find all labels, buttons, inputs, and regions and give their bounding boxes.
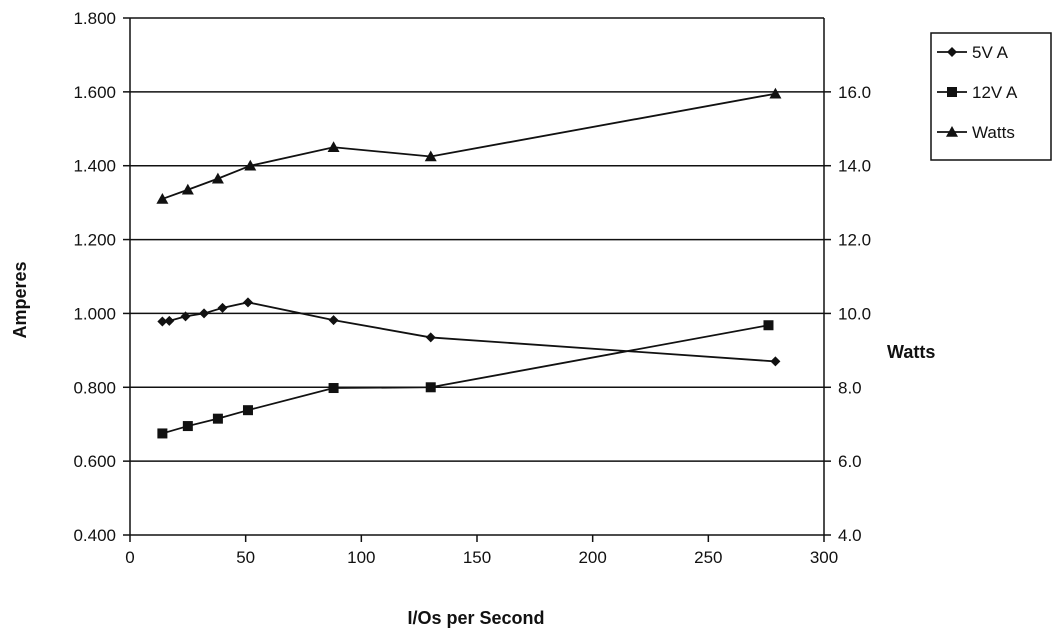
y2-tick-label: 10.0 [838, 304, 871, 323]
legend-marker [946, 126, 958, 137]
x-axis-title: I/Os per Second [407, 608, 544, 628]
y2-tick-label: 8.0 [838, 378, 862, 397]
y-tick-label: 1.800 [73, 9, 116, 28]
y-tick-label: 1.200 [73, 231, 116, 250]
x-tick-label: 150 [463, 548, 491, 567]
legend-label: Watts [972, 123, 1015, 142]
data-point-5v-a [157, 316, 168, 327]
series-12v-a [157, 320, 774, 439]
y2-tick-label: 4.0 [838, 526, 862, 545]
series-line-5v-a [162, 301, 776, 363]
legend-label: 5V A [972, 43, 1009, 62]
x-tick-label: 200 [578, 548, 606, 567]
y-tick-label: 0.600 [73, 452, 116, 471]
data-point-12v-a [242, 405, 253, 416]
series-line-watts [162, 92, 776, 200]
data-point-watts [244, 159, 257, 171]
y2-tick-label: 14.0 [838, 157, 871, 176]
legend: 5V A 12V A Watts [930, 32, 1052, 161]
data-point-5v-a [180, 311, 191, 322]
data-point-watts [211, 172, 224, 184]
x-tick-label: 50 [236, 548, 255, 567]
y-tick-label: 0.800 [73, 378, 116, 397]
legend-marker [947, 87, 957, 97]
data-point-12v-a [328, 383, 339, 394]
data-point-watts [424, 150, 437, 162]
series-watts [156, 87, 782, 204]
data-point-12v-a [212, 413, 223, 424]
x-tick-label: 250 [694, 548, 722, 567]
legend-marker [947, 47, 957, 57]
data-point-5v-a [217, 302, 228, 313]
data-point-watts [181, 183, 194, 195]
y2-tick-label: 12.0 [838, 231, 871, 250]
x-tick-label: 0 [125, 548, 134, 567]
legend-item-12v-a: 12V A [937, 83, 1018, 102]
data-point-5v-a [242, 297, 253, 308]
data-point-5v-a [425, 332, 436, 343]
x-tick-label: 100 [347, 548, 375, 567]
y2-axis-title: Watts [887, 342, 935, 362]
data-point-watts [769, 87, 782, 99]
data-point-12v-a [763, 320, 774, 331]
y-tick-label: 1.600 [73, 83, 116, 102]
series-line-12v-a [162, 324, 769, 435]
axes [123, 17, 831, 542]
data-point-watts [327, 141, 340, 153]
gridlines [130, 17, 824, 462]
series-5v-a [157, 297, 781, 367]
plot-area [156, 87, 782, 439]
x-tick-label: 300 [810, 548, 838, 567]
legend-label: 12V A [972, 83, 1018, 102]
tick-labels: 0.400 0.600 0.800 1.000 1.200 1.400 1.600 1.800… [73, 9, 871, 567]
data-point-watts [156, 192, 169, 204]
data-point-12v-a [425, 382, 436, 393]
data-point-5v-a [328, 315, 339, 326]
y-tick-label: 0.400 [73, 526, 116, 545]
legend-item-5v-a: 5V A [937, 43, 1009, 62]
y-tick-label: 1.400 [73, 157, 116, 176]
data-point-5v-a [770, 356, 781, 367]
legend-item-watts: Watts [937, 123, 1015, 142]
data-point-12v-a [157, 428, 168, 439]
data-point-12v-a [182, 421, 193, 432]
y2-tick-label: 6.0 [838, 452, 862, 471]
y2-tick-label: 16.0 [838, 83, 871, 102]
data-point-5v-a [199, 308, 210, 319]
y-tick-label: 1.000 [73, 304, 116, 323]
data-point-5v-a [164, 315, 175, 326]
y-axis-title: Amperes [10, 261, 30, 338]
